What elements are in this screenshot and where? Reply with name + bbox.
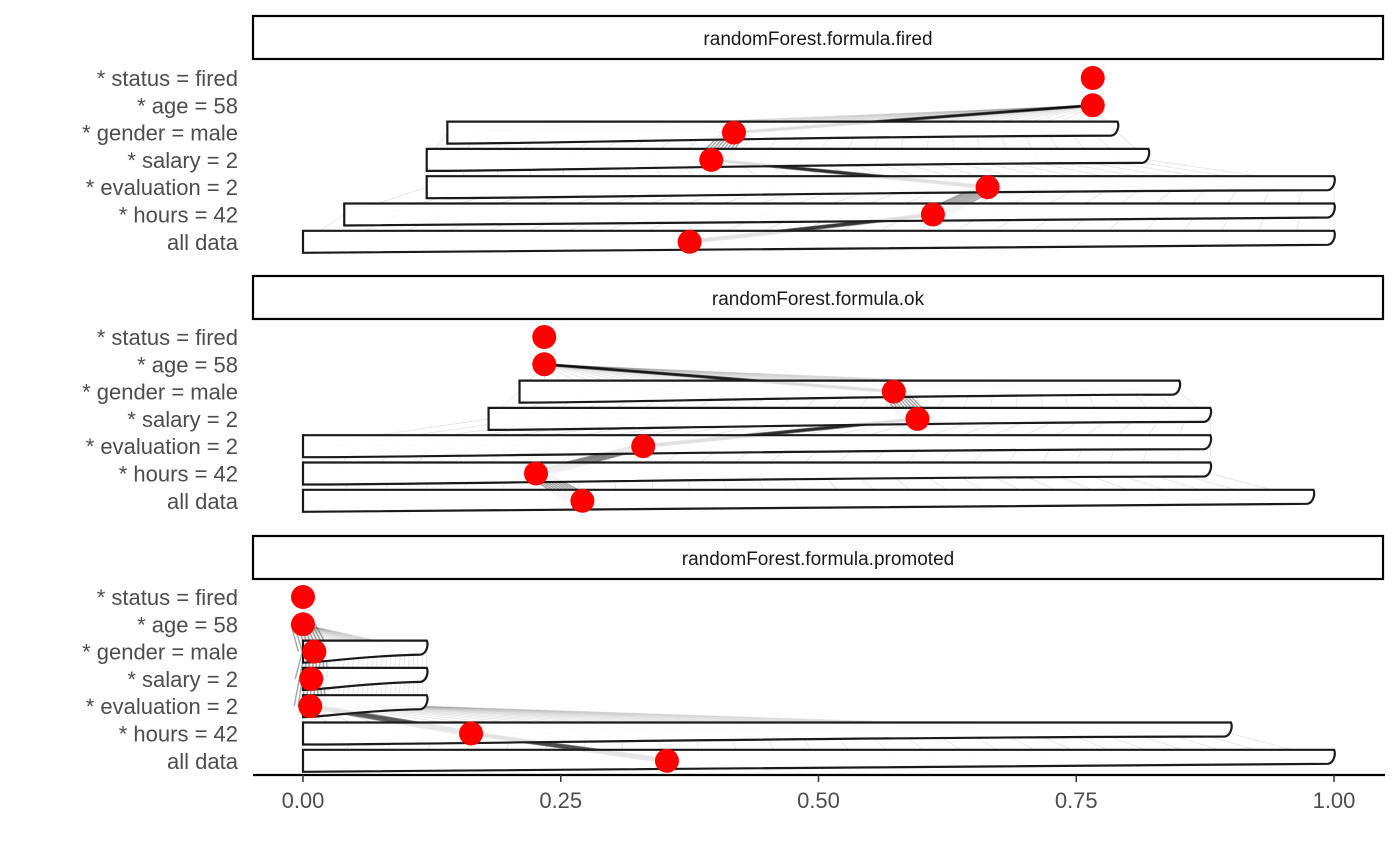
data-point [524,461,549,486]
y-tick-label: * evaluation = 2 [86,175,238,200]
violin [301,488,1316,513]
y-tick-label: * hours = 42 [119,203,238,228]
violin [301,229,1336,254]
y-tick-label: all data [167,489,239,514]
y-tick-label: * evaluation = 2 [86,434,238,459]
x-tick-label: 0.25 [539,788,582,813]
y-tick-label: * status = fired [97,66,238,91]
data-point [299,666,324,691]
data-point [532,352,557,377]
y-tick-label: * status = fired [97,325,238,350]
violin [518,379,1182,404]
violin [343,202,1336,227]
data-point [532,325,557,349]
data-point [881,379,906,404]
connector-line [294,651,304,680]
x-tick-label: 0.75 [1055,788,1098,813]
x-tick-label: 1.00 [1313,788,1356,813]
data-point [302,639,327,664]
data-point [291,612,315,637]
connector-line [293,678,300,707]
x-tick-label: 0.00 [282,788,325,813]
strip-title: randomForest.formula.promoted [682,549,954,570]
data-point [291,585,315,609]
data-point [920,202,945,227]
y-tick-label: * evaluation = 2 [86,694,238,719]
strip-box [251,14,1385,61]
data-point [677,229,702,254]
panel: randomForest.formula.ok* status = fired*… [82,274,1385,514]
violin [301,434,1213,459]
data-point [570,488,595,513]
x-axis: 0.00 0.25 0.50 0.75 1.00 [253,773,1385,813]
y-tick-label: * status = fired [97,585,238,610]
data-point [654,748,679,773]
violin [301,748,1336,773]
y-tick-label: * gender = male [82,121,238,146]
y-tick-label: * age = 58 [137,93,238,118]
violin [425,147,1151,173]
strip-box [251,534,1385,581]
y-tick-label: * age = 58 [137,612,238,637]
panel: randomForest.formula.fired * status = fir… [82,14,1385,255]
y-tick-label: all data [167,749,239,774]
strip-box [251,274,1385,321]
data-point [1080,66,1105,90]
y-tick-label: * salary = 2 [127,407,238,432]
x-tick-label: 0.50 [797,788,840,813]
y-tick-label: * gender = male [82,640,238,665]
violin [301,694,429,719]
violin [446,120,1120,145]
data-point [1080,93,1105,118]
y-tick-label: * gender = male [82,380,238,405]
data-point [631,434,656,459]
y-tick-label: * hours = 42 [119,722,238,747]
panel: randomForest.formula.promoted * status = … [82,534,1385,774]
y-tick-label: * age = 58 [137,352,238,377]
data-point [905,406,930,431]
y-tick-label: * salary = 2 [127,148,238,173]
violin [487,406,1213,432]
data-point [298,694,323,719]
data-point [975,175,1000,200]
violin [301,461,1213,486]
strip-title: randomForest.formula.ok [712,289,925,310]
violin [301,721,1233,746]
y-tick-label: all data [167,230,239,255]
strip-title: randomForest.formula.fired [703,29,932,50]
data-point [721,120,746,145]
y-tick-label: * hours = 42 [119,462,238,487]
data-point [699,147,724,172]
data-point [459,721,484,746]
violin [425,175,1336,200]
y-tick-label: * salary = 2 [127,667,238,692]
